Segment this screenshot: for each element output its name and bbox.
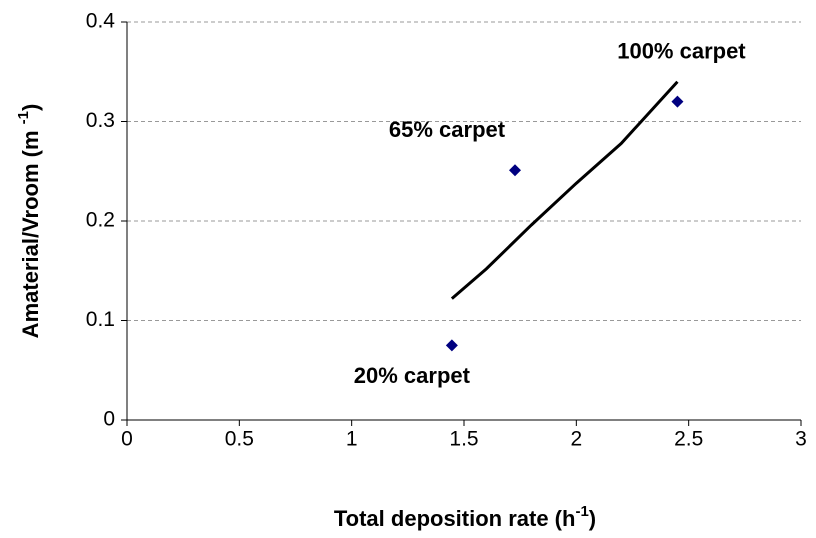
y-tick-label: 0.3 (86, 109, 115, 132)
x-tick-label: 1.5 (449, 428, 478, 451)
x-title-main: Total deposition rate (h (334, 506, 576, 531)
x-tick-label: 0.5 (225, 428, 254, 451)
x-tick-label: 1 (346, 428, 358, 451)
point (671, 95, 684, 108)
x-tick-label: 2 (570, 428, 582, 451)
x-axis-title: Total deposition rate (h-1) (334, 503, 596, 531)
x-tick-label: 2.5 (674, 428, 703, 451)
x-tick-label: 3 (795, 428, 807, 451)
y-axis-title: Amaterial/Vroom (m -1) (15, 104, 43, 339)
x-title-end: ) (589, 506, 596, 531)
y-title-sup: -1 (15, 111, 32, 124)
trend-line (450, 80, 679, 300)
x-tick-label: 0 (121, 428, 133, 451)
y-tick-label: 0 (103, 408, 115, 431)
y-tick-label: 0.4 (86, 10, 116, 33)
y-title-end: ) (18, 104, 43, 111)
y-tick-label: 0.2 (86, 209, 115, 232)
point (445, 339, 458, 352)
point-label: 100% carpet (617, 38, 746, 63)
point-label: 20% carpet (354, 363, 471, 388)
point-label: 65% carpet (389, 117, 506, 142)
x-title-sup: -1 (575, 503, 588, 520)
y-tick-label: 0.1 (86, 308, 115, 331)
point (508, 164, 521, 177)
y-title-main: Amaterial/Vroom (m (18, 124, 43, 338)
